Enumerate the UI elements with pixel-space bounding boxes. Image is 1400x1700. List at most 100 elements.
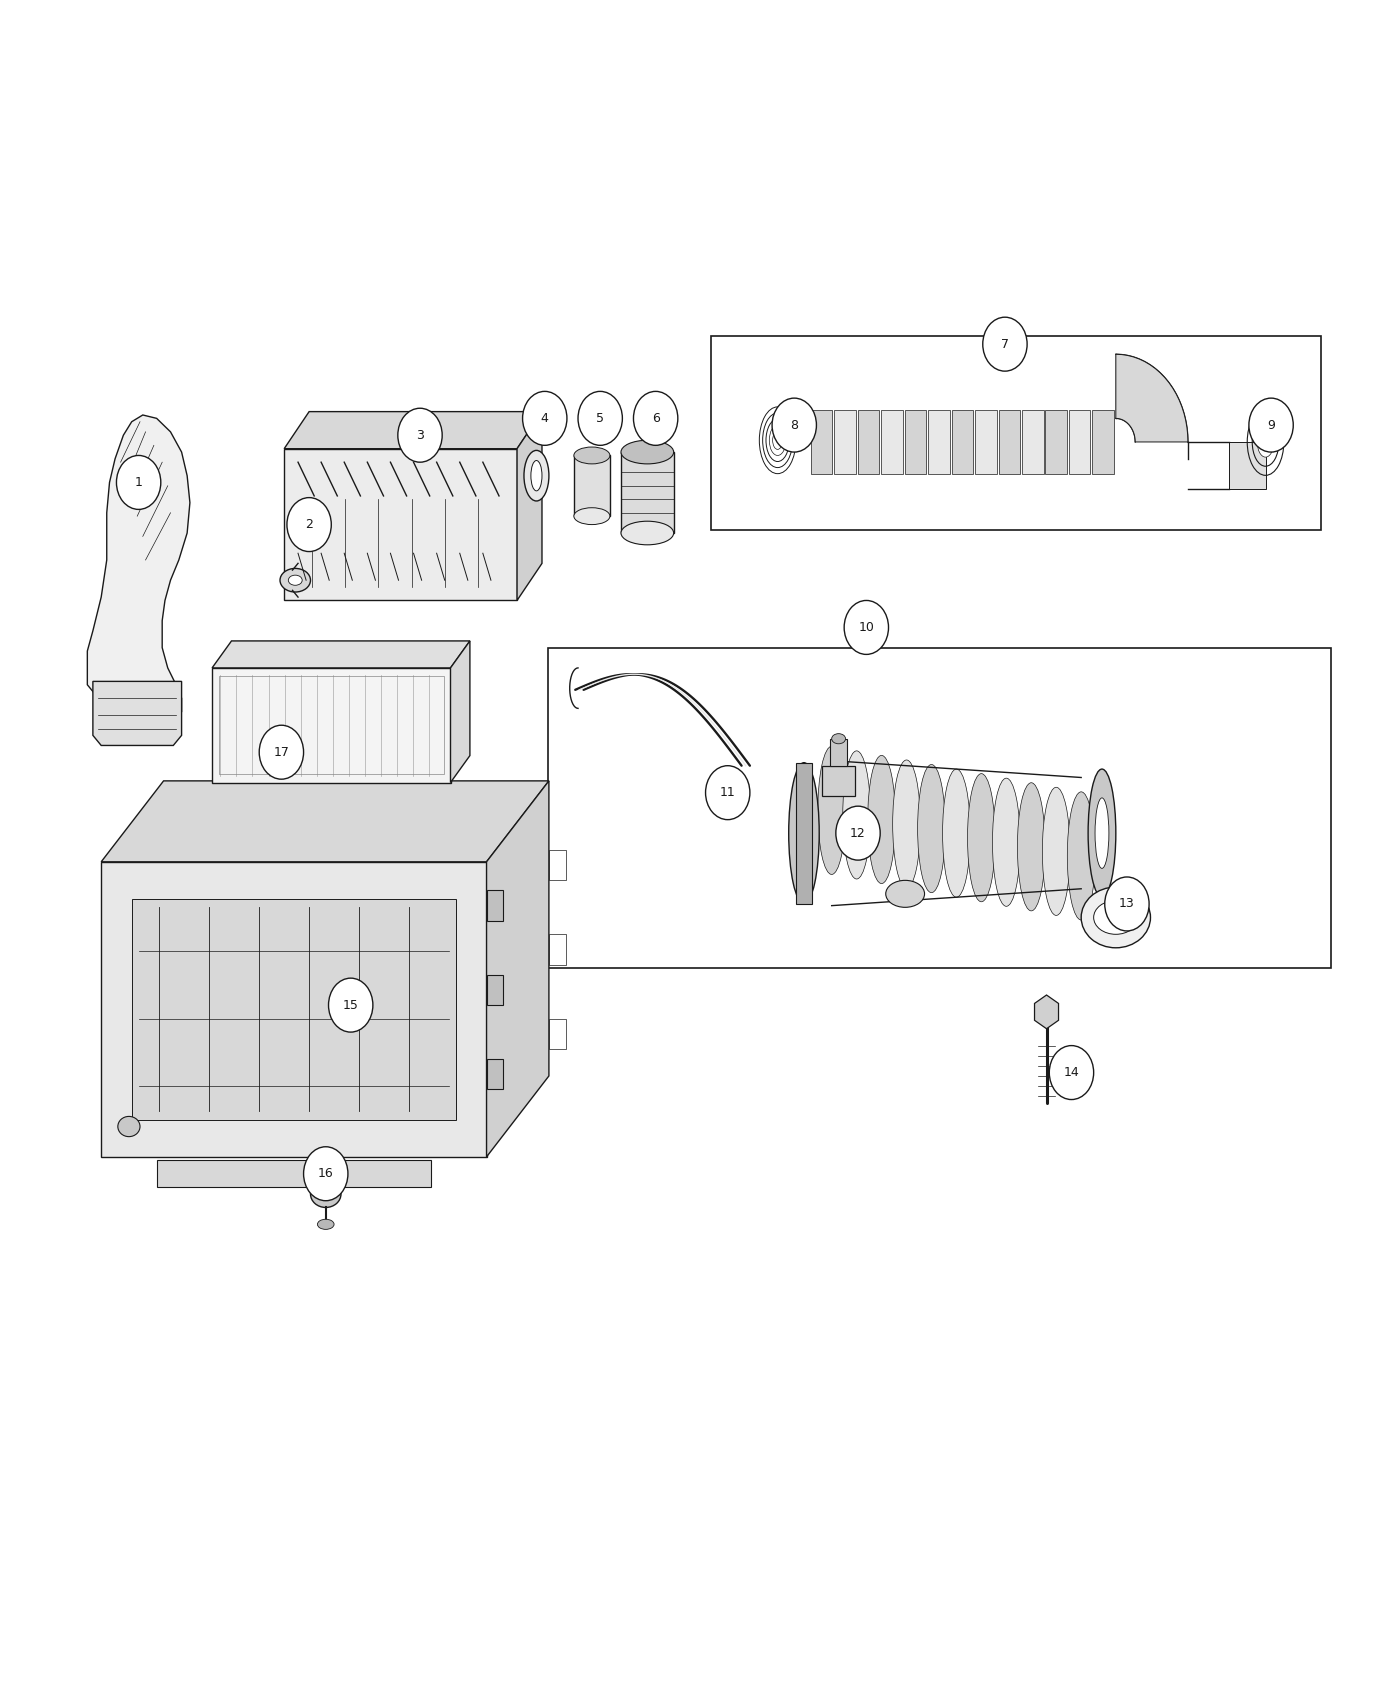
Text: 15: 15 xyxy=(343,998,358,1012)
Text: 10: 10 xyxy=(858,620,874,634)
Text: 13: 13 xyxy=(1119,898,1135,911)
Bar xyxy=(858,410,879,474)
Ellipse shape xyxy=(574,508,610,525)
Ellipse shape xyxy=(319,1188,333,1200)
Bar xyxy=(549,850,566,881)
Ellipse shape xyxy=(1088,768,1116,898)
Ellipse shape xyxy=(893,760,920,887)
Text: 7: 7 xyxy=(1001,338,1009,350)
Text: 3: 3 xyxy=(416,428,424,442)
Bar xyxy=(830,740,847,765)
Circle shape xyxy=(259,726,304,779)
Ellipse shape xyxy=(1095,797,1109,869)
Circle shape xyxy=(706,765,750,819)
Ellipse shape xyxy=(288,575,302,585)
Bar xyxy=(487,891,503,921)
Bar xyxy=(974,410,997,474)
Bar xyxy=(822,765,855,796)
Circle shape xyxy=(771,398,816,452)
Ellipse shape xyxy=(886,881,924,908)
Circle shape xyxy=(287,498,332,551)
Ellipse shape xyxy=(622,522,673,544)
Ellipse shape xyxy=(832,734,846,745)
Ellipse shape xyxy=(1043,787,1070,915)
Polygon shape xyxy=(157,1159,431,1187)
Text: 14: 14 xyxy=(1064,1066,1079,1080)
Ellipse shape xyxy=(788,763,819,904)
Circle shape xyxy=(116,456,161,510)
Polygon shape xyxy=(211,641,470,668)
Ellipse shape xyxy=(524,450,549,501)
Text: 5: 5 xyxy=(596,411,605,425)
Bar xyxy=(952,410,973,474)
Circle shape xyxy=(304,1148,349,1200)
Bar xyxy=(284,449,517,600)
Bar xyxy=(549,1018,566,1049)
Text: 8: 8 xyxy=(790,418,798,432)
Ellipse shape xyxy=(622,440,673,464)
Polygon shape xyxy=(451,641,470,782)
Polygon shape xyxy=(101,780,549,862)
Bar xyxy=(218,677,444,774)
Bar xyxy=(622,452,673,534)
Text: 9: 9 xyxy=(1267,418,1275,432)
Bar xyxy=(998,410,1021,474)
Ellipse shape xyxy=(818,746,846,874)
Circle shape xyxy=(398,408,442,462)
Circle shape xyxy=(844,600,889,655)
Polygon shape xyxy=(1035,994,1058,1028)
Circle shape xyxy=(633,391,678,445)
Text: 11: 11 xyxy=(720,785,735,799)
Ellipse shape xyxy=(311,1180,342,1207)
Polygon shape xyxy=(1116,354,1189,442)
Polygon shape xyxy=(87,415,190,733)
Circle shape xyxy=(522,391,567,445)
Bar xyxy=(1070,410,1091,474)
Text: 6: 6 xyxy=(652,411,659,425)
Bar xyxy=(711,335,1322,530)
Circle shape xyxy=(836,806,881,860)
Bar xyxy=(904,410,927,474)
Ellipse shape xyxy=(574,447,610,464)
Polygon shape xyxy=(132,899,456,1120)
Bar xyxy=(928,410,949,474)
Ellipse shape xyxy=(1093,901,1138,935)
Circle shape xyxy=(1249,398,1294,452)
Polygon shape xyxy=(487,780,549,1158)
Circle shape xyxy=(1050,1046,1093,1100)
Polygon shape xyxy=(101,862,487,1158)
Bar xyxy=(574,456,610,517)
Bar xyxy=(1229,442,1266,490)
Circle shape xyxy=(329,977,372,1032)
Circle shape xyxy=(1105,877,1149,932)
Ellipse shape xyxy=(843,751,871,879)
Circle shape xyxy=(578,391,623,445)
Ellipse shape xyxy=(942,768,970,898)
Ellipse shape xyxy=(797,794,811,872)
Text: 2: 2 xyxy=(305,518,314,530)
Ellipse shape xyxy=(868,755,896,884)
Ellipse shape xyxy=(967,774,995,901)
Bar xyxy=(1092,410,1114,474)
Ellipse shape xyxy=(773,432,783,449)
Ellipse shape xyxy=(280,568,311,592)
Bar xyxy=(547,648,1330,967)
Ellipse shape xyxy=(318,1219,335,1229)
Bar xyxy=(1046,410,1067,474)
Text: 16: 16 xyxy=(318,1168,333,1180)
Ellipse shape xyxy=(1081,887,1151,949)
Bar xyxy=(811,410,833,474)
Bar xyxy=(487,974,503,1005)
Text: 4: 4 xyxy=(540,411,549,425)
Bar xyxy=(881,410,903,474)
Ellipse shape xyxy=(993,779,1021,906)
Bar xyxy=(1022,410,1043,474)
Polygon shape xyxy=(92,682,182,746)
Polygon shape xyxy=(517,411,542,600)
Ellipse shape xyxy=(1018,782,1046,911)
Ellipse shape xyxy=(1257,427,1274,457)
Bar xyxy=(211,668,451,782)
Polygon shape xyxy=(284,411,542,449)
Text: 12: 12 xyxy=(850,826,865,840)
Text: 1: 1 xyxy=(134,476,143,490)
